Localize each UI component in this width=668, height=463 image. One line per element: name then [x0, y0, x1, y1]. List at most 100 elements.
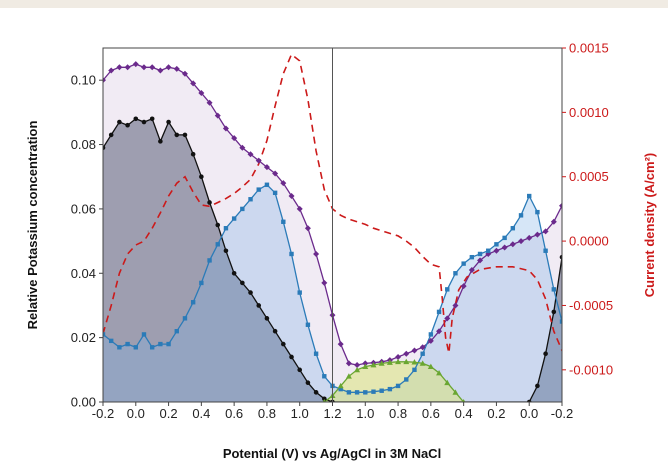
purple-data-point [288, 193, 295, 200]
x-tick-label: 0.4 [192, 406, 210, 421]
black-data-point [305, 380, 311, 385]
black-data-point [166, 119, 171, 125]
blue-data-point [379, 388, 384, 393]
black-data-point [543, 351, 548, 357]
x-tick-label: 0.2 [160, 406, 178, 421]
y-tick-label-left: 0.02 [71, 330, 96, 345]
blue-data-point [248, 197, 253, 202]
purple-data-point [395, 353, 402, 360]
black-data-point [256, 303, 262, 308]
y-tick-label-left: 0.06 [71, 201, 96, 216]
purple-data-point [304, 225, 311, 232]
purple-data-point [222, 125, 229, 132]
blue-data-point [477, 251, 483, 257]
purple-data-point [108, 67, 115, 74]
blue-data-point [395, 383, 401, 389]
blue-data-point [133, 345, 138, 350]
purple-data-point [214, 112, 221, 119]
black-data-point [240, 280, 245, 286]
green-data-point [452, 389, 459, 395]
purple-data-point [181, 70, 188, 77]
blue-data-point [363, 390, 368, 395]
blue-data-point [576, 352, 580, 356]
black-data-point [103, 145, 106, 151]
blue-data-point [346, 390, 352, 395]
current-series-line [103, 53, 562, 354]
blue-data-point [543, 248, 548, 253]
black-data-point [207, 200, 212, 205]
purple-data-point [231, 135, 238, 142]
blue-data-point [461, 261, 466, 266]
blue-data-point [166, 341, 171, 347]
area-fills [103, 64, 562, 402]
x-tick-label: 0.4 [455, 406, 473, 421]
black-data-point [125, 122, 130, 128]
blue-data-point [199, 280, 204, 286]
green-data-point [322, 399, 326, 402]
black-data-point [568, 207, 573, 212]
purple-data-point [280, 180, 287, 187]
blue-data-point [215, 242, 220, 247]
blue-data-point [387, 386, 393, 392]
purple-data-point [247, 151, 254, 158]
purple-data-point [190, 80, 197, 87]
black-data-point [281, 341, 286, 347]
green-data-point [362, 363, 369, 369]
green-data-point [386, 359, 393, 365]
blue-data-point [469, 254, 475, 260]
blue-data-point [535, 209, 540, 215]
purple-data-point [550, 218, 557, 225]
green-data-point [444, 379, 451, 386]
purple-data-point [509, 241, 516, 248]
purple-data-point [362, 360, 369, 367]
black-data-point [526, 399, 532, 402]
blue-data-point [420, 351, 425, 356]
y-axis-title-right: Current density (A/cm²) [642, 153, 657, 297]
blue-data-point [190, 300, 196, 305]
blue-data-point [404, 377, 409, 382]
purple-data-point [501, 244, 508, 251]
blue-data-point [149, 345, 155, 350]
green-data-point [354, 366, 361, 373]
y-tick-label-left: 0.08 [71, 137, 96, 152]
green-data-point [403, 358, 410, 365]
purple-data-point [534, 231, 541, 238]
blue-data-point [354, 390, 360, 395]
purple-data-point [198, 90, 205, 97]
green-data-point [378, 360, 385, 366]
purple-data-point [337, 341, 344, 348]
black-series-line [103, 117, 562, 402]
black-series-fill [103, 118, 562, 402]
black-data-point [289, 354, 294, 360]
purple-data-point [518, 238, 525, 245]
green-data-point [345, 373, 352, 379]
purple-data-point [272, 170, 279, 177]
green-data-point [436, 370, 443, 376]
black-data-point [133, 116, 139, 122]
black-data-point [313, 390, 319, 395]
y-tick-label-left: 0.10 [71, 73, 96, 88]
blue-data-point [256, 187, 261, 192]
blue-data-point [510, 226, 516, 231]
black-data-point [215, 222, 221, 228]
green-data-point [419, 360, 426, 366]
blue-data-point [559, 319, 562, 324]
blue-data-point [158, 341, 163, 347]
blue-data-point [371, 389, 376, 394]
black-data-point [231, 270, 237, 276]
purple-data-point [493, 247, 500, 254]
purple-data-point [345, 360, 352, 367]
blue-data-point [428, 332, 434, 337]
purple-data-point [411, 347, 418, 354]
purple-data-point [313, 250, 320, 257]
blue-data-point [240, 206, 245, 212]
blue-data-point [108, 338, 114, 344]
purple-data-point [559, 202, 562, 209]
purple-data-point [427, 337, 434, 344]
black-data-point [264, 316, 270, 321]
x-tick-label: -0.2 [551, 406, 573, 421]
x-tick-label: 0.2 [487, 406, 505, 421]
blue-data-point [272, 190, 278, 196]
x-tick-label: -0.2 [92, 406, 114, 421]
x-tick-label: 1.0 [291, 406, 309, 421]
